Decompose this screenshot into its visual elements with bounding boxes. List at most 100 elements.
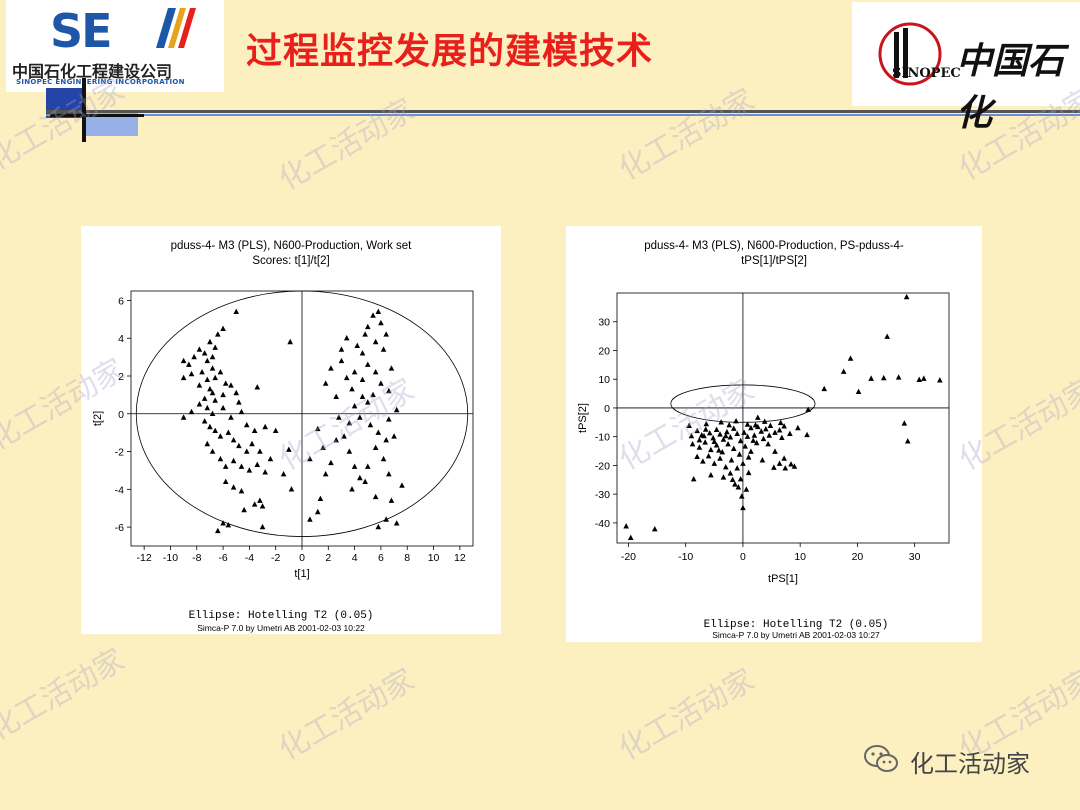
page-title: 过程监控发展的建模技术 (246, 31, 654, 72)
data-point (399, 482, 405, 488)
data-point (287, 338, 293, 345)
x-tick-label: -6 (218, 552, 227, 564)
data-point (737, 476, 744, 482)
data-point (204, 440, 211, 447)
data-point (623, 523, 629, 529)
data-point (791, 463, 798, 469)
chart-panel-work-set: pduss-4- M3 (PLS), N600-Production, Work… (81, 226, 501, 634)
data-point (732, 481, 738, 487)
data-point (386, 416, 392, 422)
data-point (722, 432, 729, 439)
data-point (228, 382, 234, 388)
data-point (307, 516, 313, 522)
right-logo-brand-cn: 中国石化 (956, 40, 1065, 134)
data-point (717, 455, 723, 461)
data-point (686, 422, 692, 428)
data-point (322, 380, 329, 386)
data-point (180, 357, 187, 364)
data-point (357, 414, 363, 420)
data-point (338, 346, 345, 352)
data-point (238, 488, 245, 494)
data-point (711, 438, 718, 445)
left-logo-mark: SE (50, 4, 113, 58)
data-point (391, 433, 397, 439)
data-point (748, 424, 754, 431)
ellipse-caption: Ellipse: Hotelling T2 (0.05) (189, 610, 374, 622)
data-point (212, 427, 218, 433)
data-point (317, 495, 324, 501)
data-point (207, 423, 213, 430)
y-tick-label: 6 (118, 295, 124, 307)
data-point (378, 319, 384, 326)
data-point (204, 376, 211, 382)
x-axis-label: t[1] (294, 568, 309, 580)
data-point (694, 453, 700, 459)
data-point (383, 331, 389, 337)
data-point (734, 430, 741, 437)
data-point (724, 428, 730, 435)
data-point (847, 355, 854, 361)
data-point (359, 393, 366, 399)
data-point (694, 427, 700, 434)
data-point (307, 455, 313, 462)
x-tick-label: 0 (299, 552, 305, 564)
score-plot-work-set: pduss-4- M3 (PLS), N600-Production, Work… (92, 240, 474, 633)
x-axis-label: tPS[1] (768, 573, 798, 585)
data-point (916, 376, 923, 382)
data-point (217, 369, 224, 375)
x-tick-label: -8 (192, 552, 201, 564)
data-point (743, 486, 750, 492)
x-tick-label: 2 (325, 552, 331, 564)
data-point (338, 357, 345, 364)
data-point (188, 408, 195, 415)
data-point (372, 369, 379, 375)
data-point (375, 523, 382, 530)
data-point (771, 464, 777, 470)
data-point (357, 474, 363, 481)
y-tick-label: -4 (115, 484, 124, 496)
data-point (716, 447, 722, 453)
data-point (370, 312, 376, 318)
data-point (776, 460, 783, 466)
data-point (782, 465, 789, 471)
data-point (251, 501, 258, 507)
data-point (215, 331, 221, 337)
data-point (880, 374, 887, 381)
data-point (364, 323, 371, 330)
watermark-text: 化工活动家 (0, 642, 131, 748)
x-tick-label: 6 (378, 552, 384, 564)
data-point (322, 471, 329, 477)
data-point (781, 455, 787, 461)
data-point (351, 463, 358, 469)
data-point (745, 454, 752, 460)
y-tick-label: 30 (598, 317, 610, 329)
x-tick-label: 20 (852, 551, 864, 563)
data-point (333, 437, 339, 443)
data-point (805, 406, 811, 412)
data-point (795, 424, 801, 431)
data-point (868, 375, 874, 381)
data-point (760, 435, 767, 442)
y-tick-label: 0 (118, 409, 124, 421)
data-point (212, 374, 218, 381)
data-point (767, 422, 774, 428)
data-point (378, 380, 384, 386)
data-point (393, 520, 400, 526)
data-point (708, 471, 714, 478)
data-point (702, 426, 709, 432)
data-point (700, 458, 706, 464)
data-point (734, 465, 741, 471)
watermark-text: 化工活动家 (613, 662, 761, 768)
x-tick-label: 12 (454, 552, 466, 564)
data-point (772, 448, 778, 454)
data-point (370, 391, 376, 398)
data-point (901, 420, 908, 426)
data-point (236, 442, 242, 449)
x-tick-label: -20 (621, 551, 636, 563)
data-point (751, 432, 758, 438)
data-point (343, 335, 350, 341)
data-point (788, 461, 794, 467)
watermark-text: 化工活动家 (613, 82, 761, 188)
data-point (320, 444, 326, 450)
data-point (351, 369, 358, 375)
